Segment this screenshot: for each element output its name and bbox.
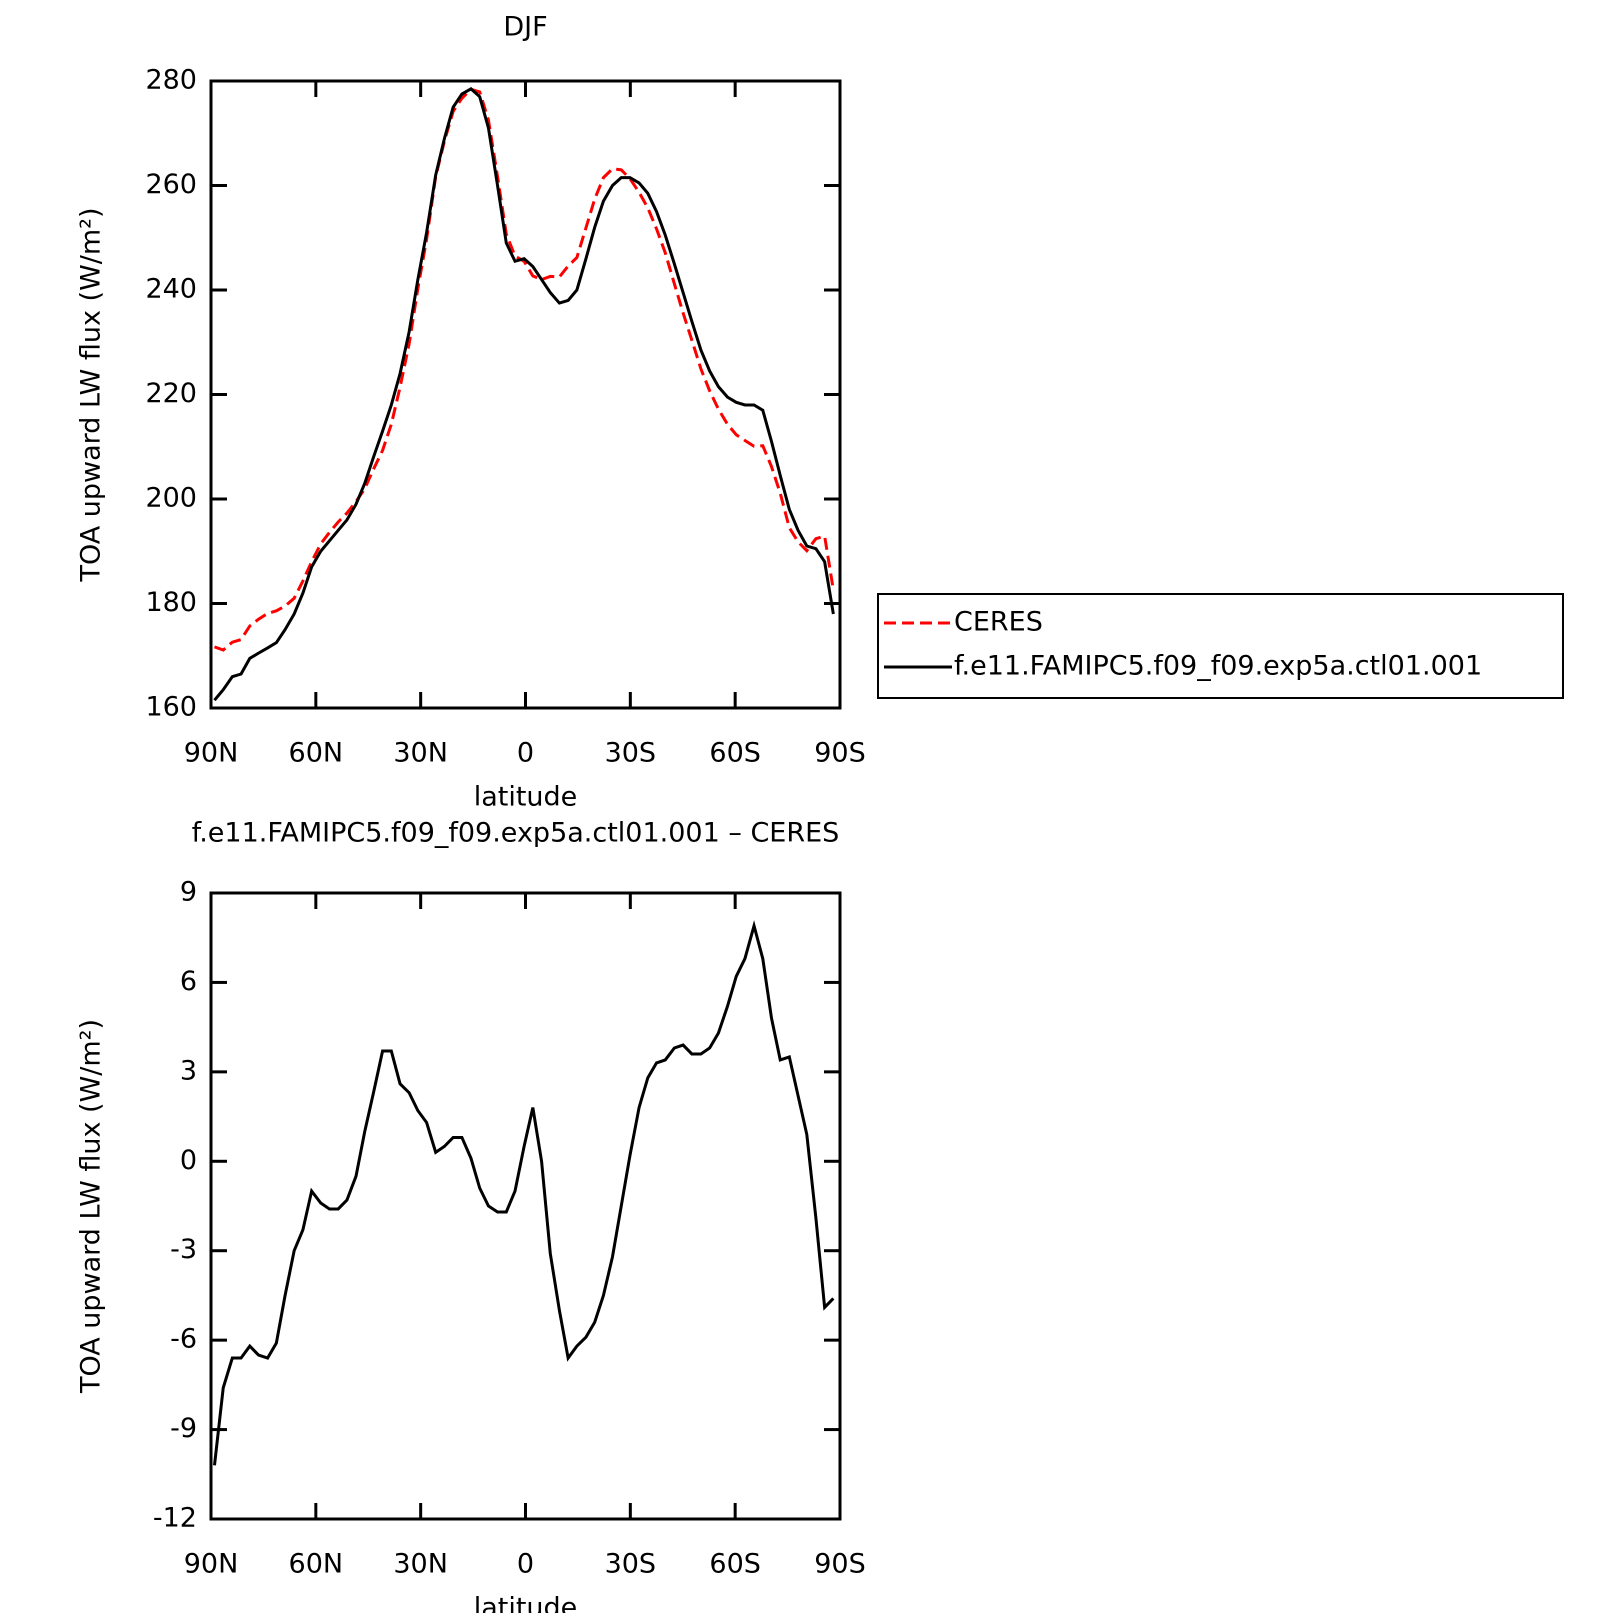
x-tick-label: 60N: [289, 1549, 344, 1580]
y-tick-label: -3: [170, 1234, 197, 1265]
x-tick-label: 30S: [605, 1549, 657, 1580]
y-axis-label: TOA upward LW flux (W/m²): [76, 207, 107, 582]
x-tick-label: 90N: [184, 738, 239, 769]
y-tick-label: 240: [145, 274, 197, 305]
x-tick-label: 90S: [814, 1549, 866, 1580]
x-tick-label: 30N: [393, 738, 448, 769]
x-tick-label: 90N: [184, 1549, 239, 1580]
x-tick-label: 60S: [709, 1549, 761, 1580]
data-line: [213, 87, 835, 652]
y-tick-label: 180: [145, 587, 197, 618]
x-tick-label: 60N: [289, 738, 344, 769]
legend-label: CERES: [954, 607, 1043, 638]
x-tick-label: 0: [517, 1549, 534, 1580]
y-tick-label: 9: [180, 877, 197, 908]
y-tick-label: 6: [180, 966, 197, 997]
x-tick-label: 30N: [393, 1549, 448, 1580]
x-tick-label: 30S: [605, 738, 657, 769]
plot-frame: [209, 891, 842, 1521]
y-tick-label: 220: [145, 378, 197, 409]
y-tick-label: 3: [180, 1055, 197, 1086]
y-tick-label: 200: [145, 483, 197, 514]
legend-box: [877, 593, 1564, 699]
y-tick-label: -12: [153, 1503, 197, 1534]
y-tick-label: 0: [180, 1145, 197, 1176]
y-tick-label: -6: [170, 1324, 197, 1355]
legend-label: f.e11.FAMIPC5.f09_f09.exp5a.ctl01.001: [954, 651, 1482, 682]
chart-title: DJF: [503, 12, 547, 43]
y-tick-label: -9: [170, 1413, 197, 1444]
y-tick-label: 160: [145, 692, 197, 723]
y-tick-label: 260: [145, 169, 197, 200]
y-axis-label: TOA upward LW flux (W/m²): [76, 1019, 107, 1394]
y-tick-label: 280: [145, 65, 197, 96]
data-line: [213, 86, 835, 702]
plot-frame: [209, 79, 842, 710]
x-tick-label: 0: [517, 738, 534, 769]
x-tick-label: 90S: [814, 738, 866, 769]
x-tick-label: 60S: [709, 738, 761, 769]
chart-title: f.e11.FAMIPC5.f09_f09.exp5a.ctl01.001 – …: [192, 818, 840, 849]
data-line: [213, 920, 835, 1466]
x-axis-label: latitude: [474, 782, 578, 813]
x-axis-label: latitude: [474, 1593, 578, 1613]
